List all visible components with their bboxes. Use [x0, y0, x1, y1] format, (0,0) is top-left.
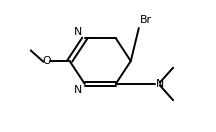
- Text: Br: Br: [140, 15, 151, 25]
- Text: N: N: [156, 79, 164, 89]
- Text: O: O: [42, 56, 51, 66]
- Text: N: N: [74, 85, 82, 95]
- Text: N: N: [74, 27, 82, 37]
